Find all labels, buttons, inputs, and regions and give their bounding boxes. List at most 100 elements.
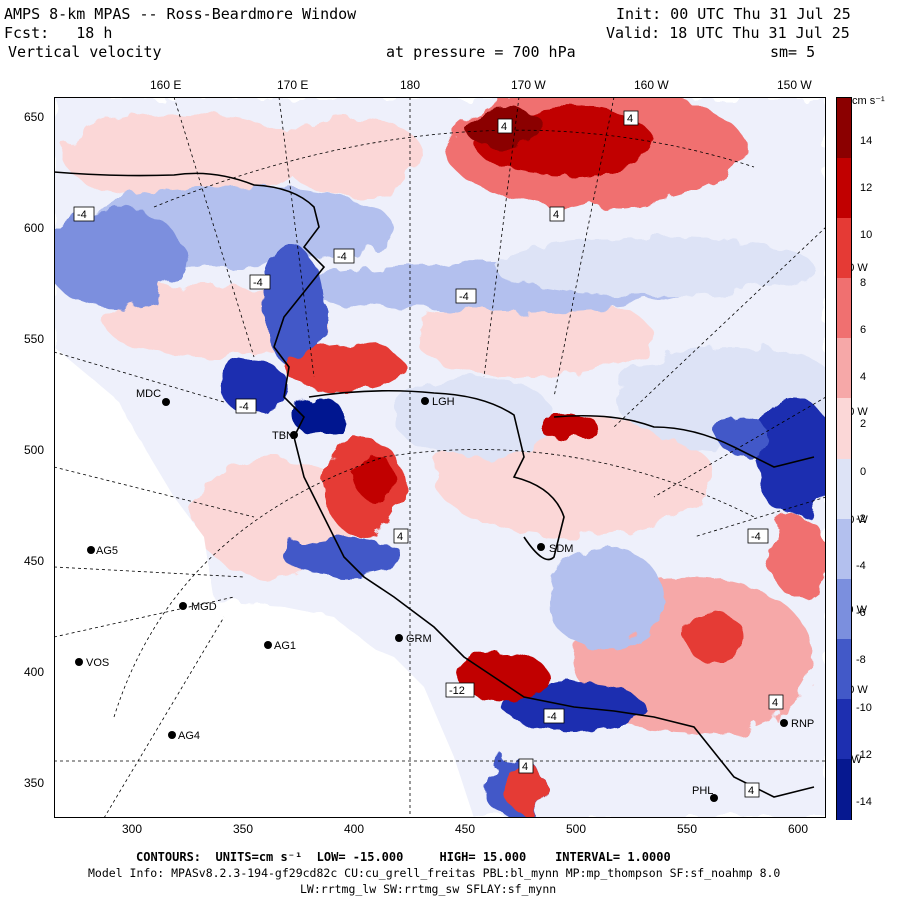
- contour-label: 4: [772, 697, 778, 709]
- colorbar-tick-label: -6: [856, 607, 866, 620]
- meridian: [483, 97, 520, 378]
- colorbar-segment: [837, 278, 851, 340]
- colorbar-tick-label: -12: [856, 748, 872, 761]
- fcst-label: Fcst:: [4, 24, 50, 42]
- strong-ascent-area: [284, 342, 404, 392]
- strong-ascent-area: [504, 762, 544, 812]
- colorbar-tick-label: 0: [860, 465, 867, 478]
- colorbar-segment: [837, 578, 851, 640]
- weak-descent-area: [394, 377, 554, 457]
- lon-label: 150 W: [777, 78, 812, 92]
- y-tick: 500: [24, 443, 45, 457]
- station-marker: [168, 731, 176, 739]
- colorbar-segment: [837, 218, 851, 280]
- meridian: [278, 97, 315, 378]
- model-info: Model Info: MPASv8.2.3-194-gf29cd82c CU:…: [88, 866, 781, 880]
- lon-label: 160 W: [634, 78, 669, 92]
- x-tick: 350: [233, 822, 254, 836]
- map-frame: [54, 97, 826, 818]
- contour-label: 4: [748, 785, 754, 797]
- contour-label: -4: [239, 401, 249, 413]
- weak-ascent-area: [64, 112, 304, 202]
- y-tick: 550: [24, 332, 45, 346]
- smoothing: sm= 5: [770, 43, 816, 61]
- strong-ascent-area: [684, 612, 744, 662]
- forecast-label: Fcst: 18 h: [4, 24, 112, 42]
- ice-shelf-edge: [308, 389, 565, 561]
- contour-label: 4: [522, 761, 528, 773]
- contour-label: -4: [751, 531, 761, 543]
- weak-ascent-area: [414, 297, 654, 377]
- station-marker: [87, 546, 95, 554]
- contour-label-box: [623, 110, 639, 126]
- contour-label-box: [744, 782, 760, 798]
- x-tick: 300: [122, 822, 143, 836]
- station-label: AG5: [96, 545, 118, 557]
- colorbar-tick-label: 4: [860, 371, 867, 384]
- colorbar-tick-label: 8: [860, 276, 867, 289]
- contour-label-box: [333, 248, 355, 264]
- colorbar-segment: [837, 758, 851, 820]
- x-tick: 500: [566, 822, 587, 836]
- y-tick: 450: [24, 554, 45, 568]
- contour-label: 4: [501, 121, 507, 133]
- contour-label-box: [543, 708, 565, 724]
- meridian: [54, 466, 255, 518]
- station-marker: [75, 658, 83, 666]
- colorbar-tick-label: 14: [860, 135, 873, 147]
- contour-label: 4: [627, 113, 633, 125]
- weak-ascent-area: [284, 117, 424, 197]
- colorbar-tick-label: -4: [856, 559, 866, 572]
- colorbar-segment: [837, 518, 851, 580]
- station-marker: [290, 431, 298, 439]
- contour-label-box: [249, 274, 271, 290]
- y-tick: 650: [24, 110, 45, 124]
- y-tick: 350: [24, 776, 45, 790]
- station-marker: [179, 602, 187, 610]
- meridian: [553, 97, 615, 398]
- colorbar-tick-label: -14: [856, 796, 872, 808]
- colorbar-segment: [837, 338, 851, 400]
- lon-label: 170 E: [277, 78, 309, 92]
- y-tick: 600: [24, 221, 45, 235]
- station-marker: [780, 719, 788, 727]
- strong-ascent-core: [356, 452, 392, 502]
- x-tick: 400: [344, 822, 365, 836]
- station-label: MDC: [136, 388, 161, 400]
- colorbar-tick-label: 2: [860, 418, 867, 431]
- contour-label-box: [497, 118, 513, 134]
- contour-label: -4: [459, 291, 469, 303]
- contour-label-box: [747, 528, 769, 544]
- x-tick: 550: [677, 822, 698, 836]
- parallel: [153, 129, 755, 208]
- colorbar-tick-label: -8: [856, 654, 866, 667]
- station-label: LGH: [432, 396, 455, 408]
- colorbar-segment: [837, 698, 851, 760]
- contours-interval: INTERVAL= 1.0000: [555, 850, 671, 864]
- x-tick: 600: [788, 822, 809, 836]
- meridian: [613, 226, 826, 428]
- strong-ascent-area: [459, 652, 549, 702]
- descent-area: [544, 547, 664, 647]
- contour-label: 4: [397, 531, 403, 543]
- meridian: [693, 496, 826, 538]
- station-marker: [395, 634, 403, 642]
- no-data-region: [54, 347, 474, 818]
- colorbar-tick-label: 12: [860, 182, 873, 195]
- strong-ascent-core: [539, 415, 599, 439]
- lon-label: 170 W: [511, 78, 546, 92]
- contour-label-box: [768, 694, 784, 710]
- station-label: TBN: [272, 430, 294, 442]
- contours-high: HIGH= 15.000: [439, 850, 527, 864]
- y-tick: 400: [24, 665, 45, 679]
- contours-label: CONTOURS:: [136, 850, 202, 864]
- field-name: Vertical velocity: [8, 43, 162, 61]
- colorbar-tick-label: 10: [860, 229, 873, 242]
- colorbar: [836, 97, 852, 820]
- station-label: MGD: [191, 601, 217, 613]
- contour-label-box: [518, 758, 534, 774]
- colorbar-segment: [837, 398, 851, 460]
- colorbar-tick-label: -10: [856, 701, 872, 714]
- colorbar-segment: [837, 638, 851, 700]
- station-label: AG1: [274, 640, 296, 652]
